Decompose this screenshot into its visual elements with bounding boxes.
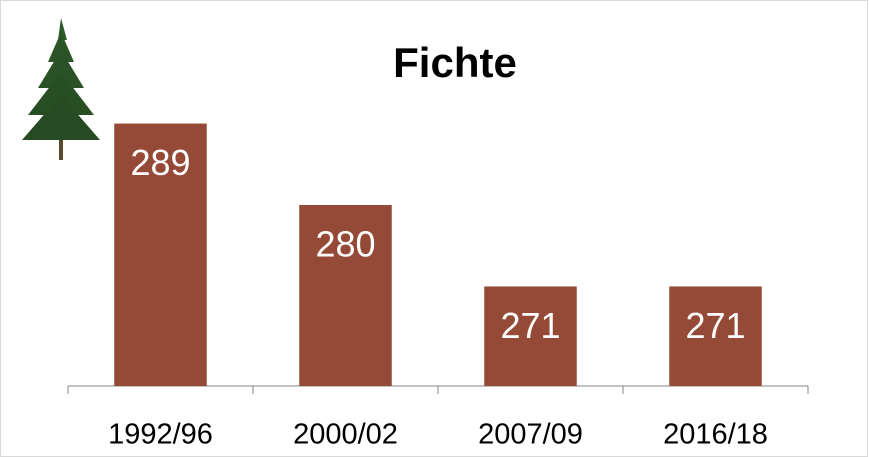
x-tick-label: 2007/09 xyxy=(478,419,583,451)
value-label: 289 xyxy=(130,142,190,183)
chart: Fichte 1992/96 289 2000/02 280 2007/09 271 201… xyxy=(0,0,869,457)
value-label: 271 xyxy=(685,305,745,346)
chart-title: Fichte xyxy=(393,39,517,86)
x-tick-label: 2016/18 xyxy=(663,419,768,451)
value-label: 280 xyxy=(315,224,375,265)
x-tick-label: 2000/02 xyxy=(293,419,398,451)
x-tick-label: 1992/96 xyxy=(108,419,213,451)
value-label: 271 xyxy=(500,305,560,346)
